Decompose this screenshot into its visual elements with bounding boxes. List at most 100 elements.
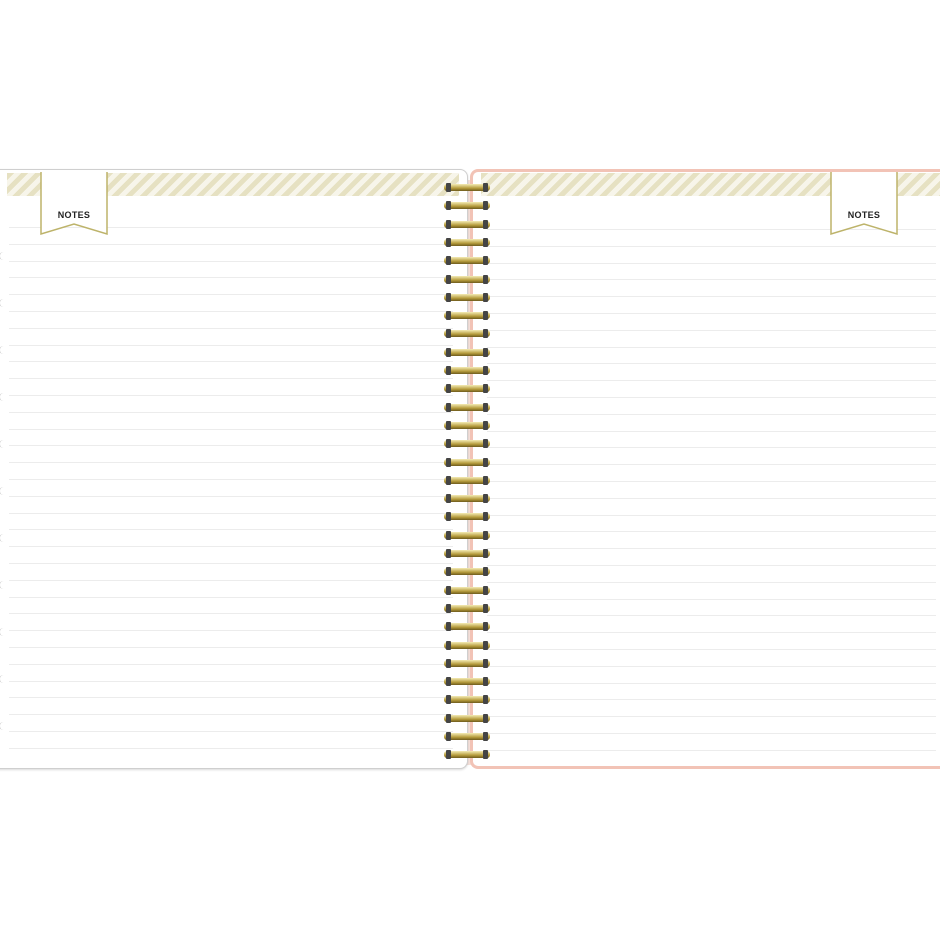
coil-ring	[444, 183, 490, 192]
coil-ring	[444, 347, 490, 357]
ruled-lines	[487, 212, 936, 756]
ruled-line	[9, 327, 453, 329]
disc-hole	[0, 628, 8, 636]
coil-ring	[444, 329, 490, 339]
coil-ring	[444, 237, 490, 247]
ruled-line	[9, 731, 453, 732]
ruled-lines	[9, 210, 453, 758]
coil-ring	[444, 201, 490, 211]
ruled-line	[487, 497, 936, 499]
ruled-line	[487, 749, 936, 751]
ruled-line	[487, 229, 936, 230]
disc-hole	[0, 722, 8, 730]
coil-ring	[444, 640, 490, 650]
ruled-line	[9, 647, 453, 648]
ruled-line	[9, 411, 453, 413]
disc-hole	[0, 440, 8, 448]
ruled-line	[9, 361, 453, 363]
ruled-line	[487, 716, 936, 718]
ruled-line	[9, 462, 453, 464]
disc-hole	[0, 393, 8, 401]
ruled-line	[9, 512, 453, 514]
disc-hole	[0, 581, 8, 589]
coil-ring	[444, 622, 490, 632]
coil-ring	[444, 732, 490, 741]
disc-hole	[0, 675, 8, 683]
coil-ring	[444, 439, 490, 449]
ruled-line	[9, 663, 453, 665]
ruled-line	[9, 579, 453, 581]
ruled-line	[487, 262, 936, 264]
disc-hole	[0, 487, 8, 495]
ruled-line	[487, 682, 936, 684]
ruled-line	[9, 680, 453, 682]
ruled-line	[487, 413, 936, 415]
coil-ring	[444, 658, 490, 668]
coil-ring	[444, 274, 490, 284]
coil-ring	[444, 549, 490, 558]
ruled-line	[487, 565, 936, 566]
ruled-line	[9, 495, 453, 497]
ruled-line	[487, 447, 936, 449]
ruled-line	[9, 613, 453, 615]
ruled-line	[9, 243, 453, 245]
coil-ring	[444, 530, 490, 540]
disc-hole	[0, 252, 8, 260]
header-stripe	[481, 173, 940, 196]
coil-ring	[444, 494, 490, 504]
ruled-line	[487, 464, 936, 466]
coil-ring	[444, 256, 490, 266]
left-notes-page: NOTES	[0, 169, 468, 769]
ruled-line	[487, 632, 936, 634]
coil-ring	[444, 512, 490, 522]
ruled-line	[487, 313, 936, 314]
ruled-line	[487, 346, 936, 348]
coil-ring	[444, 219, 490, 229]
ruled-line	[9, 445, 453, 447]
ruled-line	[9, 630, 453, 632]
spiral-binding	[440, 180, 496, 765]
notes-tab: NOTES	[830, 172, 898, 236]
coil-ring	[444, 585, 490, 595]
ruled-line	[9, 697, 453, 699]
ruled-line	[487, 699, 936, 701]
ruled-line	[487, 397, 936, 398]
ruled-line	[487, 363, 936, 365]
ruled-line	[9, 227, 453, 228]
notes-tab-label: NOTES	[847, 210, 881, 220]
ruled-line	[9, 546, 453, 548]
coil-ring	[444, 750, 490, 760]
ruled-line	[487, 733, 936, 734]
ruled-line	[9, 260, 453, 262]
ruled-line	[487, 481, 936, 482]
ruled-line	[487, 598, 936, 600]
coil-ring	[444, 366, 490, 375]
ruled-line	[9, 714, 453, 716]
coil-ring	[444, 311, 490, 321]
ruled-line	[9, 596, 453, 598]
notes-tab-label: NOTES	[57, 210, 91, 220]
ruled-line	[9, 344, 453, 346]
ruled-line	[487, 548, 936, 550]
ruled-line	[9, 277, 453, 279]
ruled-line	[9, 428, 453, 430]
disc-hole	[0, 534, 8, 542]
coil-ring	[444, 475, 490, 485]
ruled-line	[487, 649, 936, 650]
coil-ring	[444, 402, 490, 412]
coil-ring	[444, 457, 490, 467]
ruled-line	[487, 514, 936, 516]
ruled-line	[9, 378, 453, 380]
coil-ring	[444, 677, 490, 687]
coil-ring	[444, 420, 490, 430]
ruled-line	[9, 529, 453, 531]
ruled-line	[487, 296, 936, 298]
coil-ring	[444, 292, 490, 302]
ruled-line	[9, 563, 453, 564]
right-notes-page: NOTES	[470, 169, 940, 769]
binding-spine	[466, 180, 472, 765]
ruled-line	[487, 380, 936, 382]
ruled-line	[487, 329, 936, 331]
coil-ring	[444, 603, 490, 613]
ruled-line	[9, 747, 453, 749]
